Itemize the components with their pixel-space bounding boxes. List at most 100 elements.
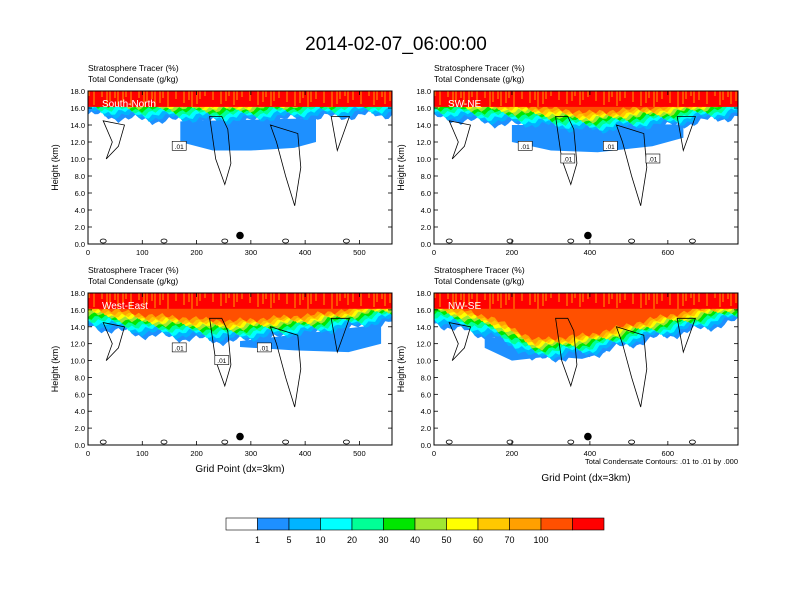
tracer-streak	[106, 91, 108, 106]
contour-label-text: .01	[175, 144, 184, 151]
tracer-streak	[188, 91, 190, 100]
y-tick-label: 10.0	[70, 155, 85, 164]
y-tick-label: 8.0	[421, 373, 431, 382]
colorbar-label: 1	[255, 535, 260, 545]
tracer-streak	[220, 293, 222, 306]
condensate-contour	[330, 116, 350, 153]
tracer-streak	[582, 293, 584, 302]
tracer-streak	[323, 293, 325, 305]
y-tick-label: 8.0	[75, 172, 85, 181]
tracer-streak	[162, 293, 164, 300]
tracer-streak	[225, 91, 227, 101]
contour-label: .01	[645, 153, 661, 164]
tracer-streak	[101, 91, 103, 97]
x-axis-label: Grid Point (dx=3km)	[541, 473, 630, 484]
tracer-streak	[93, 91, 95, 105]
condensate-contour	[269, 124, 302, 206]
contour-label-text: .01	[648, 157, 657, 164]
condensate-contour	[209, 116, 232, 186]
tracer-streak	[114, 91, 116, 98]
tracer-streak	[315, 91, 317, 99]
tracer-streak	[336, 293, 338, 306]
condensate-contour-small	[506, 439, 514, 445]
tracer-streak	[529, 293, 531, 305]
tracer-streak	[574, 91, 576, 96]
contour-label-text: .01	[175, 345, 184, 352]
colorbar-label: 60	[473, 535, 483, 545]
x-tick-label: 500	[353, 449, 366, 458]
y-tick-label: 2.0	[421, 424, 431, 433]
tracer-streak	[632, 293, 634, 304]
tracer-streak	[228, 91, 230, 96]
plot-frame	[87, 292, 393, 446]
tracer-streak	[545, 293, 547, 301]
tracer-streak	[508, 293, 510, 300]
colorbar-swatch	[225, 517, 258, 531]
y-tick-label: 0.0	[75, 441, 85, 450]
tracer-streak	[452, 293, 454, 308]
tracer-streak	[143, 293, 145, 309]
tracer-band-blue	[511, 124, 684, 153]
condensate-contour	[615, 124, 648, 206]
x-tick-label: 300	[245, 248, 258, 257]
tracer-streak	[233, 293, 235, 307]
y-tick-label: 0.0	[75, 240, 85, 249]
tracer-streak	[262, 91, 264, 102]
contour-label-box	[645, 153, 661, 164]
contour-label: .01	[602, 141, 618, 151]
x-tick-label: 300	[245, 449, 258, 458]
tracer-streak	[225, 293, 227, 303]
panel-header-tracer: Stratosphere Tracer (%)	[88, 63, 179, 73]
tracer-streak	[706, 91, 708, 104]
condensate-contours	[99, 317, 350, 445]
tracer-streak	[183, 91, 185, 103]
x-tick-label: 400	[299, 449, 312, 458]
tracer-streak	[558, 293, 560, 302]
y-tick-label: 10.0	[416, 357, 431, 366]
condensate-contour	[448, 120, 472, 160]
tracer-streak	[542, 293, 544, 306]
tracer-streak	[257, 293, 259, 307]
panel-header-condensate: Total Condensate (g/kg)	[88, 276, 178, 286]
tracer-streak	[204, 91, 206, 96]
condensate-contour-small	[282, 238, 290, 244]
y-tick-label: 16.0	[70, 104, 85, 113]
y-tick-label: 12.0	[70, 340, 85, 349]
tracer-streak	[653, 293, 655, 309]
tracer-streak	[381, 293, 383, 299]
tracer-streak	[265, 293, 267, 299]
tracer-streak	[682, 91, 684, 104]
tracer-streak	[447, 293, 449, 299]
colorbar-swatch	[320, 517, 353, 531]
tracer-streak	[286, 293, 288, 304]
tracer-streak	[183, 293, 185, 305]
contour-label: .01	[171, 141, 187, 151]
tracer-streak	[685, 91, 687, 99]
x-tick-label: 0	[432, 248, 436, 257]
tracer-streak	[109, 91, 111, 101]
condensate-contour-small	[342, 439, 350, 445]
tracer-streak	[537, 293, 539, 309]
tracer-streak	[439, 91, 441, 105]
y-tick-label: 10.0	[70, 357, 85, 366]
tracer-streak	[228, 293, 230, 298]
tracer-streak	[278, 293, 280, 300]
x-tick-label: 400	[299, 248, 312, 257]
colorbar-label: 10	[315, 535, 325, 545]
colorbar-swatch	[446, 517, 479, 531]
contour-label-text: .01	[606, 144, 615, 151]
tracer-streak	[368, 293, 370, 298]
tracer-streak	[500, 293, 502, 308]
tracer-streak	[574, 293, 576, 298]
tracer-streak	[130, 293, 132, 308]
panel-label: SW-NE	[448, 99, 481, 110]
tracer-streak	[460, 91, 462, 98]
tracer-streak	[151, 91, 153, 99]
tracer-streak	[151, 293, 153, 301]
tracer-streak	[698, 91, 700, 100]
colorbar-label: 40	[410, 535, 420, 545]
tracer-streak	[339, 91, 341, 99]
tracer-streak	[286, 91, 288, 102]
panel-header-condensate: Total Condensate (g/kg)	[434, 74, 524, 84]
